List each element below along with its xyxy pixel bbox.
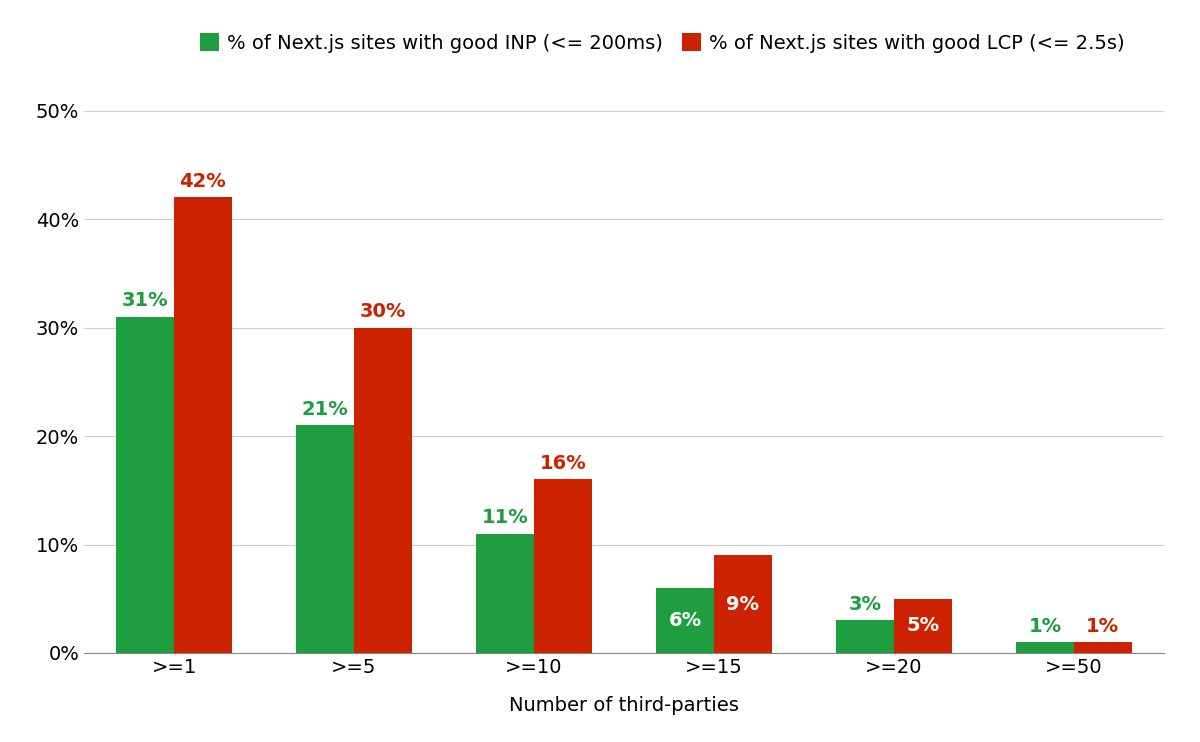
Text: 3%: 3% [848,595,882,614]
Text: 30%: 30% [360,302,406,321]
Text: 11%: 11% [482,508,528,527]
Text: 31%: 31% [122,292,168,310]
Text: 16%: 16% [540,454,586,473]
Bar [174,197,232,653]
Bar [476,533,534,653]
Bar [656,588,714,653]
Text: 42%: 42% [180,172,226,191]
Bar [1016,642,1074,653]
Bar [354,328,412,653]
Text: 9%: 9% [726,594,760,614]
Text: 5%: 5% [906,617,940,635]
Legend: % of Next.js sites with good INP (<= 200ms), % of Next.js sites with good LCP (<: % of Next.js sites with good INP (<= 200… [192,25,1133,60]
Bar [836,620,894,653]
Text: 1%: 1% [1086,617,1120,636]
Bar [296,425,354,653]
X-axis label: Number of third-parties: Number of third-parties [509,696,739,715]
Bar [534,479,592,653]
Text: 21%: 21% [302,400,348,418]
Bar [894,599,952,653]
Bar [714,555,772,653]
Text: 6%: 6% [668,611,702,630]
Bar [1074,642,1132,653]
Text: 1%: 1% [1028,617,1062,636]
Bar [116,317,174,653]
